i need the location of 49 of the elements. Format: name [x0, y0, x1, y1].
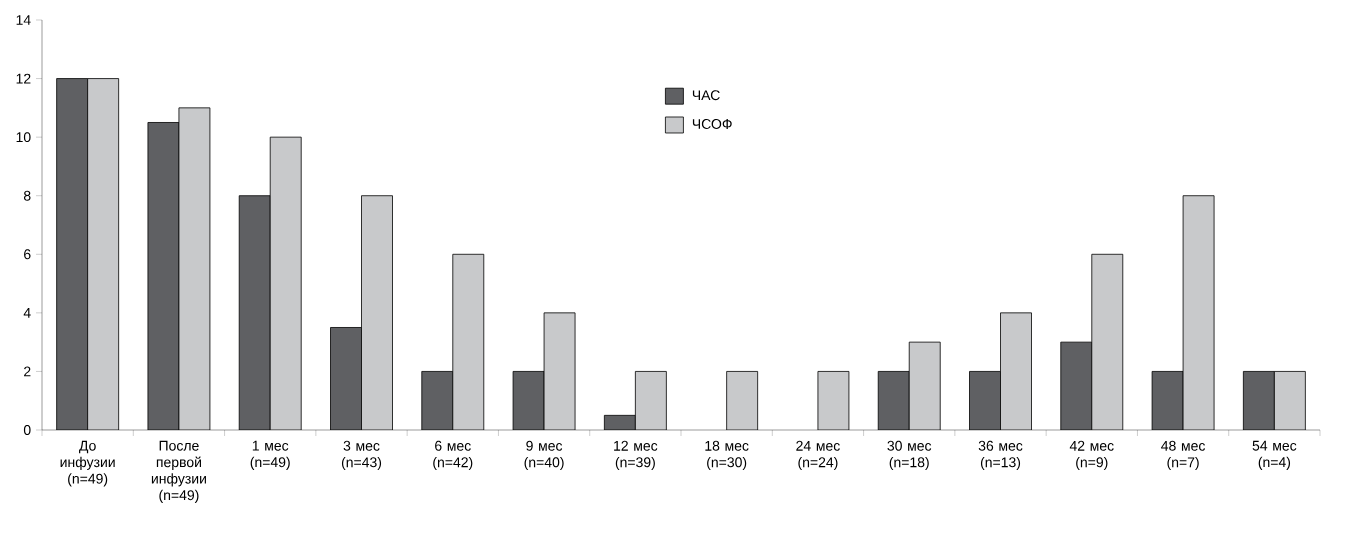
x-tick-label: 3 мес (n=43) — [341, 440, 382, 471]
bar — [543, 312, 576, 430]
bar — [969, 371, 1001, 430]
x-tick-label: 30 мес (n=18) — [887, 440, 932, 471]
bar — [269, 136, 302, 430]
y-tick-label: 14 — [16, 15, 31, 25]
y-tick-label: 6 — [24, 249, 31, 260]
legend-label: ЧАС — [692, 90, 720, 101]
bar — [238, 195, 271, 430]
bar — [1242, 371, 1275, 430]
x-tick-label: 24 мес (n=24) — [796, 440, 840, 471]
bar — [452, 253, 485, 430]
bar — [726, 371, 759, 430]
bar — [1000, 312, 1032, 430]
y-tick-label: 4 — [23, 308, 31, 318]
x-tick-label: До инфузии (n=49) — [60, 440, 115, 487]
bar — [1182, 195, 1215, 430]
bar — [421, 371, 454, 430]
y-tick-label: 8 — [23, 190, 31, 201]
bar — [817, 371, 850, 430]
bar — [178, 107, 211, 430]
x-tick-label: 12 мес (n=39) — [614, 440, 658, 471]
bar — [330, 327, 362, 430]
x-tick-label: 1 мес (n=49) — [250, 440, 290, 470]
bar — [1273, 371, 1306, 430]
bar — [1060, 341, 1093, 430]
x-tick-label: 54 мес (n=4) — [1252, 440, 1297, 470]
bar — [147, 122, 180, 430]
bar — [512, 371, 545, 430]
legend-label: ЧСОФ — [692, 119, 732, 129]
y-tick-label: 0 — [23, 425, 31, 435]
x-tick-label: 6 мес (n=42) — [433, 440, 473, 471]
x-tick-label: 9 мес (n=40) — [524, 440, 564, 471]
x-tick-label: 48 мес (n=7) — [1161, 440, 1206, 471]
bar — [1091, 253, 1124, 430]
x-tick-label: 36 мес (n=13) — [978, 440, 1023, 471]
x-tick-label: 42 мес (n=9) — [1069, 440, 1114, 471]
bar — [87, 78, 120, 430]
bar — [361, 195, 393, 430]
bar — [908, 341, 941, 430]
bar — [634, 371, 667, 430]
x-tick-label: После первой инфузии (n=49) — [151, 440, 206, 503]
x-tick-label: 18 мес (n=30) — [705, 440, 749, 471]
bar — [877, 371, 910, 430]
y-tick-label: 2 — [24, 366, 31, 377]
y-tick-label: 10 — [16, 132, 31, 143]
bar — [1151, 371, 1184, 430]
bar — [56, 78, 89, 430]
y-tick-label: 12 — [16, 73, 31, 84]
